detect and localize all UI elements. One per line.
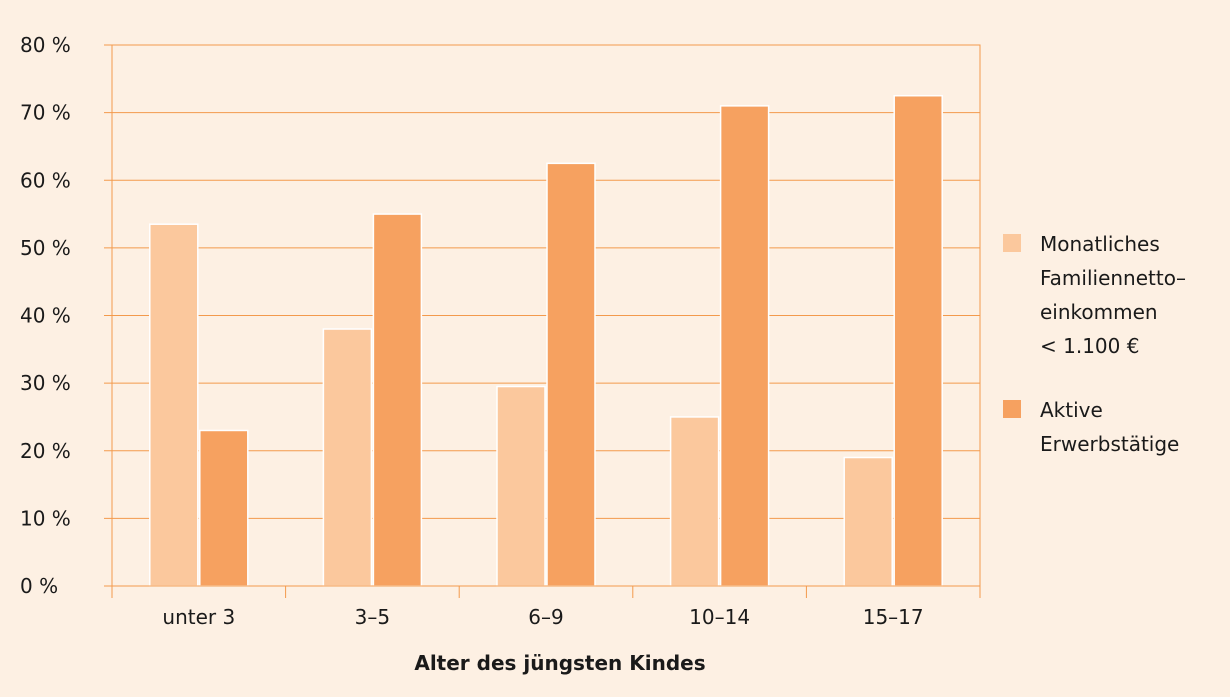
- legend-label-1: einkommen: [1040, 300, 1158, 324]
- x-tick-label: 10–14: [689, 605, 750, 629]
- y-tick-label: 60 %: [20, 168, 71, 192]
- y-tick-label: 10 %: [20, 506, 71, 530]
- legend-label-2: Erwerbstätige: [1040, 432, 1179, 456]
- y-tick-label: 70 %: [20, 101, 71, 125]
- bar-series-2-0: [199, 429, 249, 587]
- bar-layer: [149, 94, 943, 587]
- x-axis-title: Alter des jüngsten Kindes: [414, 651, 705, 675]
- bar-series-1-0: [149, 223, 199, 587]
- bar-series-1-4: [843, 456, 893, 587]
- legend-label-2: Aktive: [1040, 398, 1103, 422]
- axis-layer: [104, 44, 981, 598]
- legend-swatch-1: [1003, 234, 1021, 252]
- plot-frame: [111, 44, 981, 587]
- y-tick-label: 30 %: [20, 371, 71, 395]
- y-tick-label: 20 %: [20, 439, 71, 463]
- bar-series-2-3: [719, 105, 770, 587]
- y-tick-label: 40 %: [20, 304, 71, 328]
- x-tick-label: unter 3: [162, 605, 235, 629]
- label-layer: 0 % 10 % 20 % 30 % 40 % 50 % 60 % 70 % 80 % unter…: [20, 33, 924, 629]
- bar-series-1-3: [669, 416, 720, 587]
- legend-swatch-2: [1003, 400, 1021, 418]
- bar-series-2-4: [893, 94, 943, 587]
- legend-label-1: Familiennetto–: [1040, 266, 1186, 290]
- bar-series-2-2: [546, 162, 596, 587]
- y-tick-label: 80 %: [20, 33, 71, 57]
- legend: Monatliches Familiennetto– einkommen < 1.10…: [1003, 232, 1186, 456]
- x-tick-label: 6–9: [528, 605, 563, 629]
- grid-layer: [112, 44, 980, 519]
- legend-label-1: Monatliches: [1040, 232, 1160, 256]
- x-tick-label: 15–17: [863, 605, 924, 629]
- y-tick-label: 0 %: [20, 574, 58, 598]
- bar-series-1-1: [322, 328, 373, 587]
- bar-series-1-2: [496, 385, 546, 587]
- bar-series-2-1: [372, 213, 423, 587]
- y-tick-label: 50 %: [20, 236, 71, 260]
- legend-label-1: < 1.100 €: [1040, 334, 1139, 358]
- x-tick-label: 3–5: [355, 605, 390, 629]
